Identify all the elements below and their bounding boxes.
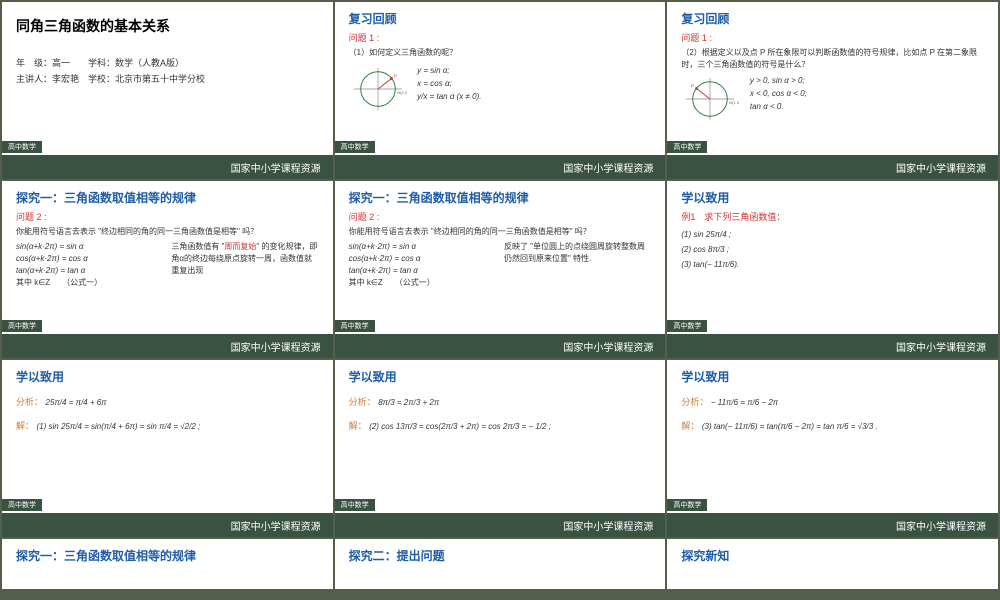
analysis-label: 分析：: [16, 397, 43, 407]
svg-text:M(1,0): M(1,0): [397, 91, 407, 95]
slide-2-formulas: y = sin α; x = cos α; y/x = tan α (x ≠ 0…: [417, 65, 481, 103]
slide-4-desc: 三角函数值有 "周而复始" 的变化规律，即角α的终边每绕原点旋转一周，函数值就重…: [171, 241, 318, 289]
formula-cos: x = cos α;: [417, 78, 481, 91]
resource-label: 国家中小学课程资源: [667, 155, 998, 179]
unit-circle-icon: P M(1,0): [349, 65, 407, 115]
svg-text:P: P: [691, 83, 695, 89]
slide-4-title: 探究一：三角函数取值相等的规律: [16, 189, 319, 206]
resource-label: 国家中小学课程资源: [2, 334, 333, 358]
resource-label: 国家中小学课程资源: [335, 155, 666, 179]
slide-5-qtext: 你能用符号语言去表示 "终边相同的角的同一三角函数值是相等" 吗？: [349, 226, 652, 238]
slide-11: 探究二：提出问题: [335, 539, 666, 589]
grade-line: 年 级：高一 学科：数学（人教A版）: [16, 56, 319, 69]
slide-12-title: 探究新知: [681, 547, 984, 564]
resource-label: 国家中小学课程资源: [667, 513, 998, 537]
slide-3-formulas: y > 0, sin α > 0; x < 0, cos α < 0; tan …: [750, 75, 807, 113]
subject-label: 高中数学: [2, 141, 42, 153]
slide-11-title: 探究二：提出问题: [349, 547, 652, 564]
slide-9-solution: (3) tan(− 11π/6) = tan(π/6 − 2π) = tan π…: [702, 422, 878, 431]
slide-12: 探究新知: [667, 539, 998, 589]
analysis-label: 分析：: [349, 397, 376, 407]
slide-9-title: 学以致用: [681, 368, 984, 385]
solution-label: 解：: [16, 421, 34, 431]
slide-8-solution: (2) cos 13π/3 = cos(2π/3 + 2π) = cos 2π/…: [369, 422, 551, 431]
formula-tan-sign: tan α < 0.: [750, 101, 807, 114]
svg-text:P: P: [393, 73, 397, 79]
slide-4-equations: sin(α+k·2π) = sin α cos(α+k·2π) = cos α …: [16, 241, 163, 289]
teacher-line: 主讲人：李宏艳 学校：北京市第五十中学分校: [16, 72, 319, 85]
slide-9-analysis: − 11π/6 = π/6 − 2π: [711, 398, 778, 407]
slide-5: 探究一：三角函数取值相等的规律 问题 2 : 你能用符号语言去表示 "终边相同的…: [335, 181, 666, 358]
slide-4-qlabel: 问题 2 :: [16, 210, 319, 223]
formula-sin-sign: y > 0, sin α > 0;: [750, 75, 807, 88]
slide-3-qlabel: 问题 1 :: [681, 31, 984, 44]
formula-sin: y = sin α;: [417, 65, 481, 78]
svg-text:M(1,0): M(1,0): [730, 101, 740, 105]
slide-8-title: 学以致用: [349, 368, 652, 385]
slide-10-title: 探究一：三角函数取值相等的规律: [16, 547, 319, 564]
formula-tan: y/x = tan α (x ≠ 0).: [417, 91, 481, 104]
unit-circle-icon: P M(1,0): [681, 75, 739, 125]
slide-5-equations: sin(α+k·2π) = sin α cos(α+k·2π) = cos α …: [349, 241, 496, 289]
slide-3-title: 复习回顾: [681, 10, 984, 27]
slide-7-analysis: 25π/4 = π/4 + 6π: [46, 398, 107, 407]
slide-3: 复习回顾 问题 1 : （2）根据定义以及点 P 所在象限可以判断函数值的符号规…: [667, 2, 998, 179]
slide-7: 学以致用 分析： 25π/4 = π/4 + 6π 解： (1) sin 25π…: [2, 360, 333, 537]
subject-label: 高中数学: [335, 499, 375, 511]
slide-8-analysis: 8π/3 = 2π/3 + 2π: [378, 398, 439, 407]
slide-2-qtext: （1）如何定义三角函数的呢？: [349, 47, 652, 59]
subject-label: 高中数学: [667, 320, 707, 332]
subject-label: 高中数学: [335, 141, 375, 153]
formula-cos-sign: x < 0, cos α < 0;: [750, 88, 807, 101]
slide-4: 探究一：三角函数取值相等的规律 问题 2 : 你能用符号语言去表示 "终边相同的…: [2, 181, 333, 358]
resource-label: 国家中小学课程资源: [2, 155, 333, 179]
slide-9: 学以致用 分析： − 11π/6 = π/6 − 2π 解： (3) tan(−…: [667, 360, 998, 537]
slide-2-title: 复习回顾: [349, 10, 652, 27]
slide-5-qlabel: 问题 2 :: [349, 210, 652, 223]
slide-3-qtext: （2）根据定义以及点 P 所在象限可以判断函数值的符号规律，比如点 P 在第二象…: [681, 47, 984, 71]
slide-8: 学以致用 分析： 8π/3 = 2π/3 + 2π 解： (2) cos 13π…: [335, 360, 666, 537]
resource-label: 国家中小学课程资源: [335, 513, 666, 537]
solution-label: 解：: [349, 421, 367, 431]
resource-label: 国家中小学课程资源: [335, 334, 666, 358]
resource-label: 国家中小学课程资源: [2, 513, 333, 537]
slide-6-problems: (1) sin 25π/4 ; (2) cos 8π/3 ; (3) tan(−…: [681, 227, 984, 273]
subject-label: 高中数学: [2, 320, 42, 332]
subject-label: 高中数学: [667, 499, 707, 511]
slide-2: 复习回顾 问题 1 : （1）如何定义三角函数的呢？ P M(1,0): [335, 2, 666, 179]
solution-label: 解：: [681, 421, 699, 431]
slide-1: 同角三角函数的基本关系 年 级：高一 学科：数学（人教A版） 主讲人：李宏艳 学…: [2, 2, 333, 179]
slide-6: 学以致用 例1 求下列三角函数值： (1) sin 25π/4 ; (2) co…: [667, 181, 998, 358]
slide-6-title: 学以致用: [681, 189, 984, 206]
subject-label: 高中数学: [667, 141, 707, 153]
subject-label: 高中数学: [335, 320, 375, 332]
slide-7-title: 学以致用: [16, 368, 319, 385]
analysis-label: 分析：: [681, 397, 708, 407]
resource-label: 国家中小学课程资源: [667, 334, 998, 358]
subject-label: 高中数学: [2, 499, 42, 511]
slide-6-exlabel: 例1 求下列三角函数值：: [681, 210, 984, 223]
main-title: 同角三角函数的基本关系: [16, 16, 319, 36]
slide-2-qlabel: 问题 1 :: [349, 31, 652, 44]
slide-4-qtext: 你能用符号语言去表示 "终边相同的角的同一三角函数值是相等" 吗？: [16, 226, 319, 238]
slide-7-solution: (1) sin 25π/4 = sin(π/4 + 6π) = sin π/4 …: [37, 422, 201, 431]
slide-grid: 同角三角函数的基本关系 年 级：高一 学科：数学（人教A版） 主讲人：李宏艳 学…: [0, 0, 1000, 600]
slide-5-title: 探究一：三角函数取值相等的规律: [349, 189, 652, 206]
slide-5-desc: 反映了 "单位圆上的点绕圆周旋转整数周仍然回到原来位置" 特性.: [504, 241, 651, 289]
slide-10: 探究一：三角函数取值相等的规律: [2, 539, 333, 589]
